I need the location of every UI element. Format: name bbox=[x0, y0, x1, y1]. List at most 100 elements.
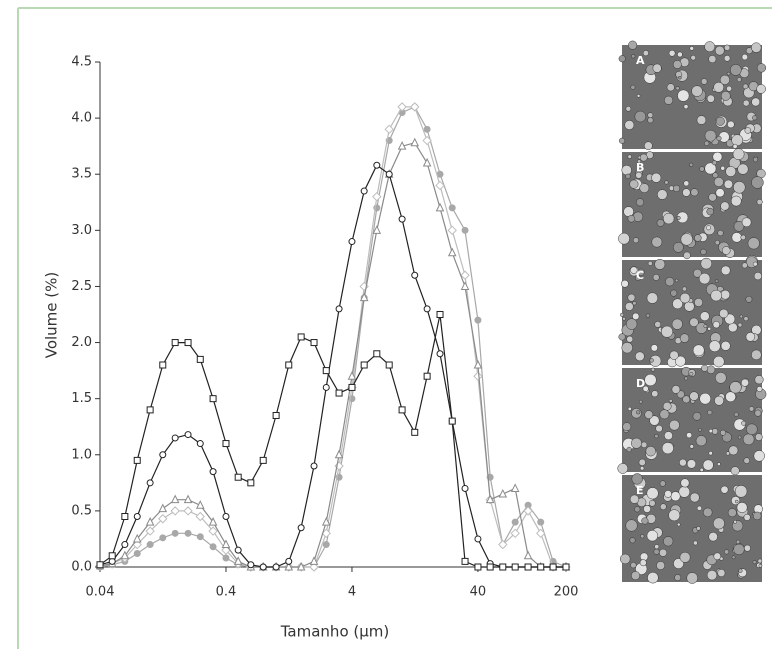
particle bbox=[699, 311, 710, 322]
y-axis-label: Volume (%) bbox=[43, 272, 61, 359]
particle bbox=[745, 332, 756, 342]
particle bbox=[748, 406, 755, 412]
particle bbox=[672, 298, 683, 310]
particle bbox=[706, 207, 714, 216]
particle bbox=[743, 513, 751, 521]
point bbox=[108, 557, 116, 565]
particle bbox=[617, 463, 629, 474]
particle bbox=[661, 325, 673, 338]
point bbox=[423, 305, 431, 313]
particle bbox=[622, 422, 632, 432]
particle bbox=[669, 350, 679, 360]
particle bbox=[672, 184, 681, 193]
particle bbox=[712, 172, 719, 179]
particle bbox=[738, 568, 743, 573]
particle bbox=[689, 46, 694, 51]
particle bbox=[726, 85, 732, 92]
point bbox=[448, 417, 456, 425]
particle bbox=[741, 420, 747, 426]
particle bbox=[656, 219, 665, 227]
particle bbox=[703, 324, 708, 329]
particle bbox=[723, 55, 731, 62]
particle bbox=[710, 289, 722, 302]
particle bbox=[696, 526, 701, 531]
particle bbox=[662, 401, 672, 411]
point bbox=[372, 191, 382, 202]
particle bbox=[708, 451, 713, 456]
point bbox=[285, 361, 293, 369]
particle bbox=[624, 120, 635, 130]
particle bbox=[741, 53, 748, 61]
particle bbox=[679, 458, 687, 467]
micrograph: C bbox=[618, 255, 762, 368]
particle bbox=[755, 433, 763, 441]
x-tick-label: 40 bbox=[470, 585, 487, 600]
particle bbox=[644, 141, 653, 151]
particle bbox=[626, 446, 632, 453]
particle bbox=[700, 257, 713, 270]
particle bbox=[629, 179, 639, 189]
particle bbox=[618, 55, 626, 63]
micrograph-bg bbox=[622, 260, 762, 365]
particle bbox=[630, 84, 636, 90]
micrograph-label: D bbox=[636, 377, 645, 390]
particle bbox=[643, 505, 651, 513]
particle bbox=[644, 410, 654, 419]
point bbox=[435, 180, 445, 191]
particle bbox=[627, 406, 632, 411]
point bbox=[159, 534, 167, 542]
particle bbox=[689, 371, 694, 376]
particle bbox=[724, 44, 731, 51]
particle bbox=[669, 419, 680, 431]
particle bbox=[753, 450, 765, 462]
particle bbox=[745, 295, 753, 303]
particle bbox=[720, 165, 726, 171]
particle bbox=[706, 570, 718, 581]
particle bbox=[665, 277, 675, 287]
point bbox=[360, 187, 368, 195]
particle bbox=[637, 159, 642, 164]
particle bbox=[639, 466, 645, 471]
x-tick-label: 0.4 bbox=[216, 585, 237, 600]
point bbox=[499, 563, 507, 571]
point bbox=[423, 125, 431, 133]
point bbox=[133, 550, 141, 558]
particle bbox=[706, 94, 715, 103]
point bbox=[222, 554, 230, 562]
particle bbox=[704, 162, 717, 175]
point bbox=[233, 556, 243, 565]
particle bbox=[630, 562, 637, 569]
particle bbox=[664, 490, 672, 498]
particle bbox=[694, 298, 703, 307]
point bbox=[297, 333, 305, 341]
particle bbox=[653, 548, 660, 555]
particle bbox=[635, 198, 645, 207]
particle bbox=[708, 193, 717, 202]
particle bbox=[736, 502, 748, 513]
particle bbox=[700, 78, 708, 85]
particle bbox=[703, 507, 713, 518]
point bbox=[247, 479, 255, 487]
particle bbox=[725, 391, 736, 403]
particle bbox=[736, 77, 742, 82]
particle bbox=[719, 74, 730, 85]
particle bbox=[708, 55, 717, 64]
particle bbox=[656, 561, 665, 570]
particle bbox=[752, 115, 758, 121]
point bbox=[322, 541, 330, 549]
particle bbox=[686, 572, 698, 584]
particle bbox=[689, 444, 695, 449]
particle bbox=[751, 42, 762, 53]
point bbox=[259, 563, 267, 571]
point bbox=[184, 431, 192, 439]
point bbox=[460, 281, 470, 290]
particle bbox=[635, 171, 643, 179]
particle bbox=[690, 188, 699, 197]
micrograph-label: C bbox=[636, 269, 644, 282]
point bbox=[473, 359, 483, 369]
particle bbox=[627, 215, 636, 223]
point bbox=[145, 526, 155, 536]
particle bbox=[689, 162, 694, 167]
particle bbox=[651, 367, 656, 372]
point bbox=[422, 157, 432, 167]
